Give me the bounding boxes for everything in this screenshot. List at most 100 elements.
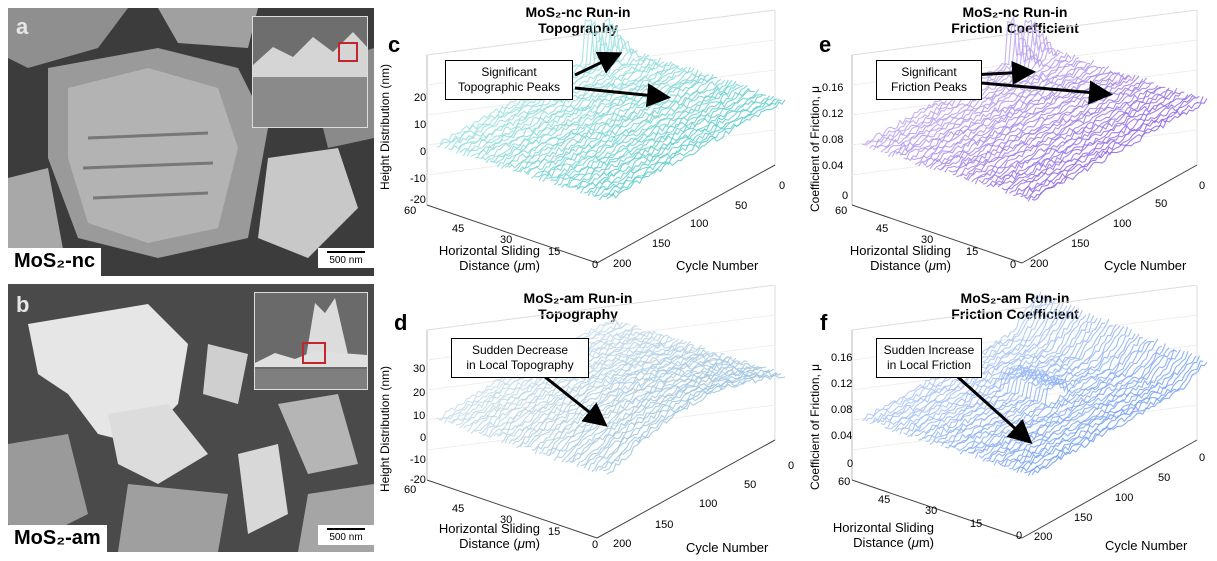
surface-trace [880,41,1057,153]
surface-trace [971,77,1148,183]
surface-trace [500,338,680,444]
x-tick-e: 45 [876,223,889,235]
surface-trace [538,77,718,182]
y-tick-d: -10 [410,454,426,466]
y-tick-c: 20 [414,92,427,104]
surface-trace [576,89,755,190]
y-tick-f: 0 [847,458,854,470]
surface-trace [478,58,657,160]
surface-trace [907,309,1083,438]
sample-label-am: MoS₂-am [8,525,107,553]
inset-region-box [338,42,358,62]
annotation-arrow [969,80,1113,105]
annotation-arrow [574,51,623,77]
scale-bar-a: 500 nm [318,248,374,268]
scale-bar-line [327,528,365,530]
surface-trace [531,348,710,451]
surface-trace [493,335,673,437]
surface-trace [1012,350,1189,471]
y-tick-e: 0.12 [822,108,844,120]
y-tick-e: 0.04 [822,160,844,172]
surface-trace [516,343,695,449]
x-tick-e: 60 [835,205,848,217]
x-tick-d: 45 [452,503,465,515]
x-axis-label-c: Horizontal Sliding Distance (μm) [438,243,540,273]
surface-trace [899,54,1076,156]
y-tick-f: 0.08 [831,404,853,416]
surface-trace [1031,361,1208,476]
surface-trace [906,60,1083,162]
y-tick-f: 0.16 [831,352,853,364]
y-tick-f: 0.04 [831,430,853,442]
x-tick-f: 45 [878,494,891,506]
x-axis-label-f: Horizontal Sliding Distance (μm) [832,520,934,550]
surface-trace [595,368,775,472]
scale-bar-label: 500 nm [329,532,363,543]
y-tick-c: 10 [414,119,427,131]
plot-title-d: MoS₂-am Run-in Topography [488,290,668,322]
y-tick-e: 0.16 [822,82,844,94]
x-tick-d: 0 [592,539,599,551]
x-tick-c: 30 [500,234,513,246]
surface-trace [933,65,1110,171]
surface-trace [565,84,744,188]
z-tick-c: 50 [735,200,748,212]
surface-plot-c [426,9,786,264]
surface-trace [603,372,782,472]
surface-trace [910,61,1087,161]
annotation-box-f: Sudden Increase in Local Friction [876,338,982,378]
z-tick-e: 150 [1071,238,1090,250]
x-tick-c: 45 [452,223,465,235]
y-axis-label-d: Height Distribution (nm) [378,365,392,492]
y-tick-c: 0 [420,146,427,158]
surface-trace [1013,94,1189,196]
z-axis-label-f: Cycle Number [1105,538,1188,553]
surface-trace [542,353,721,455]
surface-trace [534,352,714,455]
cross-section-inset [252,16,368,128]
z-axis-label-d: Cycle Number [686,540,769,555]
panel-letter-a: a [16,14,29,39]
y-tick-f: 0.12 [831,378,853,390]
surface-trace [1009,350,1185,470]
surface-trace [937,325,1113,444]
surface-trace [598,98,778,201]
x-tick-e: 15 [966,246,979,258]
surface-trace [997,89,1174,188]
scale-bar-label: 500 nm [329,255,363,266]
x-tick-d: 60 [404,484,417,496]
x-tick-e: 0 [1010,259,1017,271]
surface-trace [918,315,1095,441]
z-tick-f: 200 [1034,531,1053,543]
surface-trace [978,82,1155,184]
panel-letter-c: c [388,32,401,57]
surface-trace [926,318,1102,442]
surface-trace [967,78,1144,181]
inset-region-box [302,342,326,364]
surface-trace [580,366,759,467]
surface-trace [1027,360,1204,477]
surface-trace [963,333,1140,451]
x-axis-label-e: Horizontal Sliding Distance (μm) [849,243,951,273]
y-tick-d: 30 [413,363,426,375]
surface-trace [561,83,740,188]
surface-trace [500,65,680,169]
plot-title-line2: Friction Coefficient [951,306,1079,322]
surface-trace [891,305,1068,433]
x-tick-c: 60 [404,205,417,217]
surface-trace [587,366,767,471]
z-tick-d: 0 [788,460,795,472]
surface-trace [527,74,706,175]
y-tick-d: 10 [413,410,426,422]
z-tick-d: 100 [699,498,718,510]
y-tick-c: -20 [410,194,426,206]
scale-bar-b: 500 nm [318,525,374,545]
z-tick-d: 150 [655,519,674,531]
surface-trace [922,65,1098,166]
surface-trace [481,57,661,161]
surface-trace [569,84,748,188]
surface-trace [542,79,722,182]
z-tick-e: 50 [1155,198,1168,210]
y-axis-label-c: Height Distribution (nm) [378,63,392,190]
z-tick-f: 0 [1199,452,1206,464]
